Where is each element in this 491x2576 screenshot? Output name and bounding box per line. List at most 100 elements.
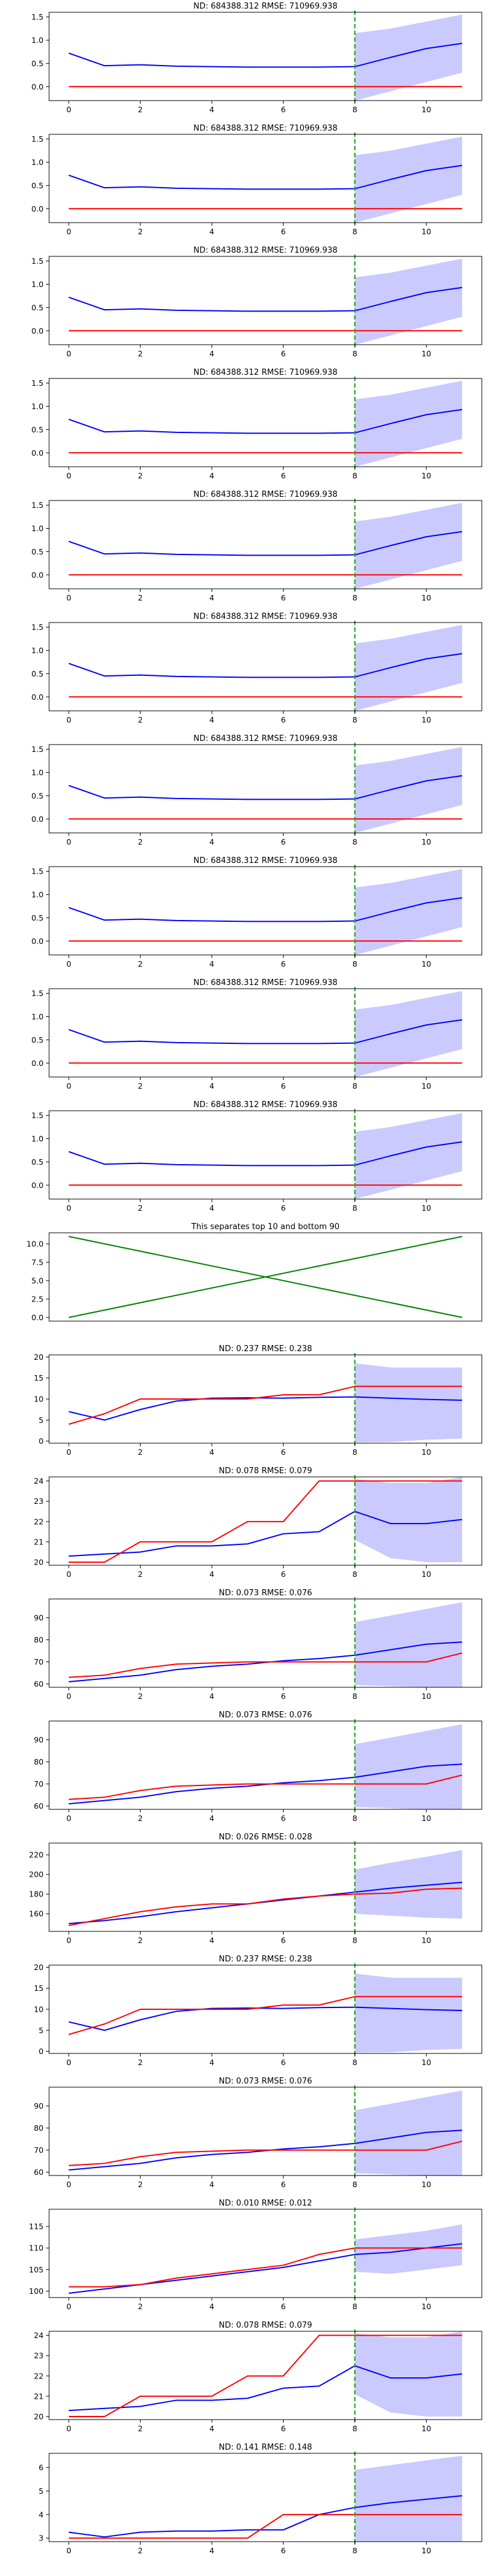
x-tick-label: 0 [66,2058,71,2067]
y-tick-label: 100 [29,2287,44,2296]
axes-frame [48,2209,482,2298]
actual-line [68,1887,462,1926]
x-tick-label: 8 [352,1570,357,1579]
confidence-band [355,2331,462,2417]
x-tick-label: 4 [209,105,214,114]
x-tick-label: 4 [209,349,214,358]
subplot-5: ND: 684388.312 RMSE: 710969.938 0.0 0.5 1.0… [31,490,482,602]
y-tick-label: 1.0 [31,36,44,45]
y-tick-label: 80 [34,2123,44,2133]
actual-line [69,2513,462,2539]
x-tick-label: 0 [66,471,71,480]
confidence-band [355,2455,462,2542]
x-tick-label: 8 [352,1081,357,1091]
x-tick-label: 10 [422,715,431,724]
y-tick-label: 70 [34,2145,44,2155]
x-tick-label: 4 [209,227,214,236]
x-tick-label: 2 [138,1447,143,1457]
x-tick-label: 4 [209,2546,214,2555]
subplot-3: ND: 684388.312 RMSE: 710969.938 0.0 0.5 1.0… [31,246,482,358]
x-tick-label: 2 [138,593,143,602]
subplot-title: ND: 0.078 RMSE: 0.079 [218,2321,312,2330]
confidence-band [355,2224,462,2274]
x-tick-label: 0 [66,1570,71,1579]
axes-frame [48,2453,482,2542]
x-tick-label: 8 [352,2424,357,2433]
x-tick-label: 2 [138,105,143,114]
y-tick-label: 4 [39,2510,44,2519]
green-line-2 [68,1236,463,1318]
x-tick-label: 2 [138,1203,143,1213]
x-tick-label: 6 [281,1936,286,1945]
x-tick-label: 4 [209,1203,214,1213]
x-tick-label: 0 [66,227,71,236]
subplot-title: ND: 0.237 RMSE: 0.238 [218,1344,312,1354]
y-tick-label: 180 [29,1890,44,1899]
y-tick-label: 1.0 [31,768,44,777]
y-tick-label: 15 [34,1373,44,1382]
confidence-band [355,258,462,345]
x-tick-label: 10 [422,1203,431,1213]
y-tick-label: 0.5 [31,1035,44,1045]
y-tick-label: 22 [34,2371,44,2380]
y-tick-label: 0.0 [31,1313,44,1322]
x-tick-label: 6 [281,105,286,114]
subplot-title: ND: 0.073 RMSE: 0.076 [218,1589,312,1598]
y-tick-label: 5.0 [31,1276,44,1286]
y-tick-label: 1.5 [31,378,44,388]
subplot-12: ND: 0.237 RMSE: 0.238 0 5 10 15 20 0 2 4 6 8 10 [34,1344,482,1457]
subplot-title: ND: 684388.312 RMSE: 710969.938 [193,2,338,11]
y-tick-label: 1.0 [31,1134,44,1143]
subplot-17: ND: 0.237 RMSE: 0.238 0 5 10 15 20 0 2 4 6 8 10 [34,1955,482,2067]
x-tick-label: 6 [281,349,286,358]
actual-line [68,2141,463,2166]
axes-frame [48,2087,482,2176]
x-tick-label: 6 [281,593,286,602]
subplot-6: ND: 684388.312 RMSE: 710969.938 0.0 0.5 1.0… [31,612,482,724]
x-tick-label: 4 [209,1570,214,1579]
subplot-title: ND: 0.010 RMSE: 0.012 [218,2199,312,2208]
y-tick-label: 80 [34,1635,44,1644]
x-tick-label: 6 [281,1447,286,1457]
x-tick-label: 10 [422,1692,431,1701]
x-tick-label: 2 [138,1814,143,1823]
y-tick-label: 3 [39,2534,44,2543]
x-tick-label: 4 [209,593,214,602]
x-tick-label: 4 [209,1814,214,1823]
forecast-line [68,897,463,922]
y-tick-label: 0 [39,2047,44,2056]
subplot-title: ND: 684388.312 RMSE: 710969.938 [193,368,338,377]
y-tick-label: 200 [29,1870,44,1879]
subplot-11: This separates top 10 and bottom 90 0.0 2.… [26,1222,482,1322]
x-tick-label: 8 [352,2180,357,2189]
y-tick-label: 0.0 [31,204,44,213]
y-tick-label: 0.0 [31,1059,44,1068]
forecast-line [68,653,463,678]
confidence-band [355,1113,462,1199]
subplot-title: ND: 0.073 RMSE: 0.076 [218,1711,312,1720]
x-tick-label: 8 [352,1814,357,1823]
subplot-title: ND: 0.026 RMSE: 0.028 [218,1833,312,1842]
x-tick-label: 6 [281,1814,286,1823]
subplot-18: ND: 0.073 RMSE: 0.076 60 70 80 90 0 2 4 6 8 10 [34,2077,482,2189]
subplot-16: ND: 0.026 RMSE: 0.028 160 180 200 220 0 2 4 6 8 10 [29,1833,482,1945]
x-tick-label: 4 [209,1692,214,1701]
x-tick-label: 10 [422,1081,431,1091]
subplot-title: ND: 0.073 RMSE: 0.076 [218,2077,312,2086]
x-tick-label: 0 [66,1814,71,1823]
x-tick-label: 4 [209,2180,214,2189]
forecast-line [68,42,463,68]
x-tick-label: 0 [66,1081,71,1091]
x-tick-label: 2 [138,349,143,358]
subplot-8: ND: 684388.312 RMSE: 710969.938 0.0 0.5 1.0… [31,856,482,968]
x-tick-label: 10 [422,593,431,602]
y-tick-label: 1.5 [31,623,44,632]
x-tick-label: 8 [352,837,357,846]
x-tick-label: 10 [422,1936,431,1945]
y-tick-label: 0 [39,1436,44,1446]
y-tick-label: 105 [29,2265,44,2274]
forecast-line [68,164,463,190]
y-tick-label: 0.5 [31,669,44,678]
x-tick-label: 4 [209,2058,214,2067]
